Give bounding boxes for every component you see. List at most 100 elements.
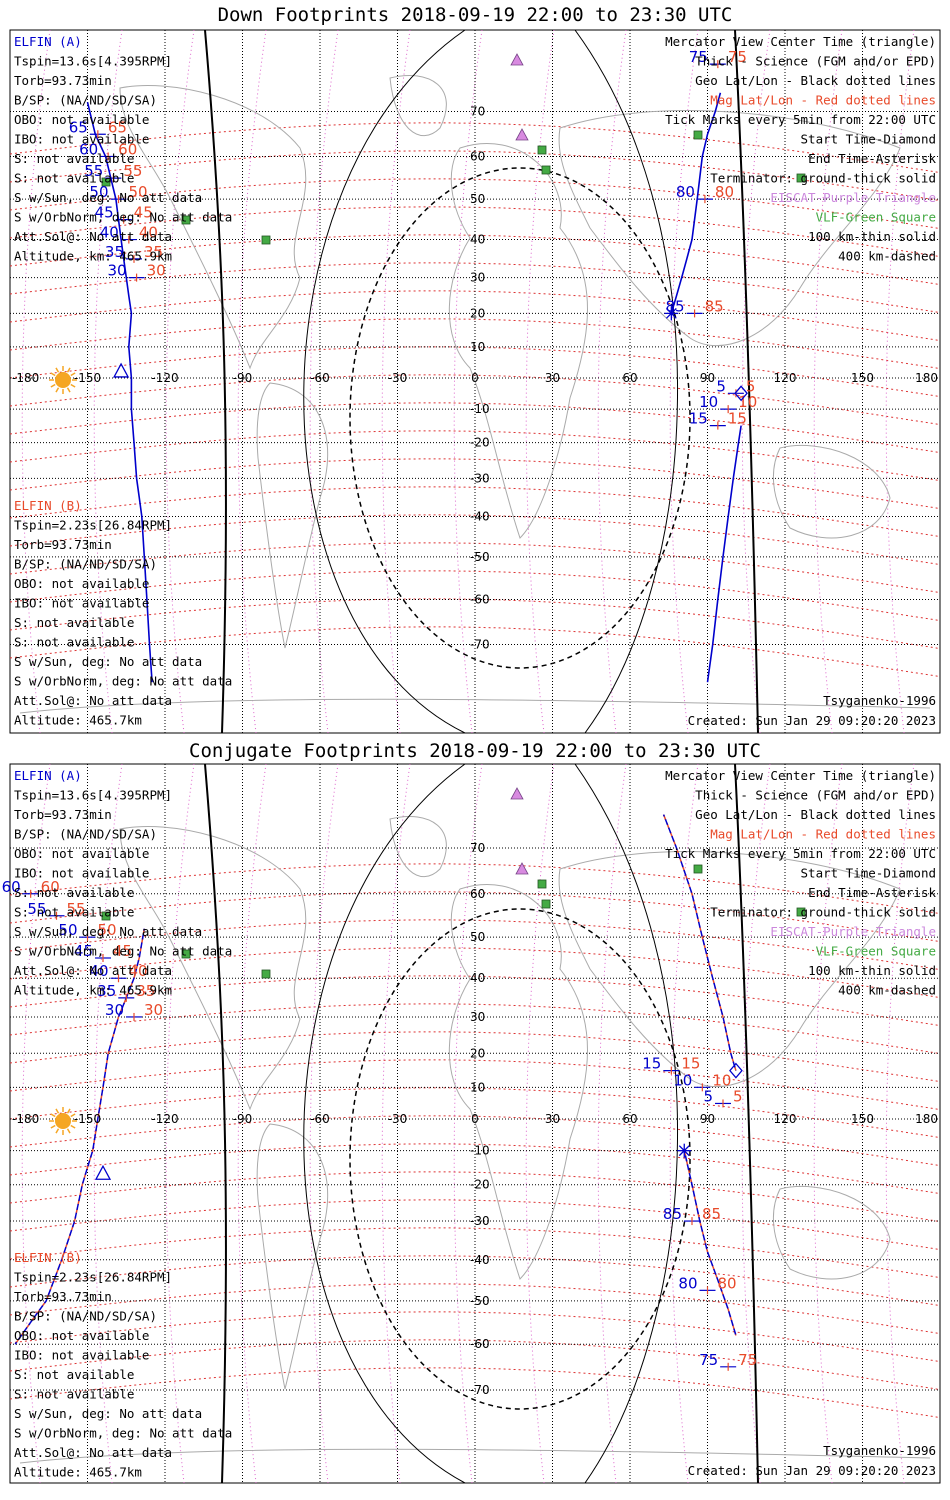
vlf-square-icon (261, 969, 271, 979)
legend-item: Mag Lat/Lon - Red dotted lines (710, 93, 936, 108)
continent-outline (558, 110, 901, 347)
mag-lat-line (10, 262, 940, 314)
vlf-square-icon (796, 173, 806, 183)
elfin-c-track (706, 425, 742, 683)
mag-lat-line (10, 178, 940, 230)
elfin-b-line: OBO: not available (14, 1328, 149, 1343)
track-label-red: 85 (705, 297, 724, 315)
elfin-b-line: Tspin=2.23s[26.84RPM] (14, 518, 172, 533)
track-label-red: 15 (681, 1055, 700, 1073)
model-label: Tsyganenko-1996 (823, 693, 936, 708)
lon-tick-label: 0 (471, 371, 479, 385)
lat-tick-label: -20 (470, 1178, 490, 1192)
lat-tick-label: 60 (470, 149, 485, 163)
lon-tick-label: 60 (622, 371, 637, 385)
mag-lat-line (10, 1059, 940, 1111)
lon-tick-label: 150 (851, 1112, 874, 1126)
lon-tick-label: -60 (310, 371, 330, 385)
track-label-blue: 55 (84, 162, 103, 180)
legend-item: Thick - Science (FGM and/or EPD) (695, 54, 936, 69)
track-label-blue: 15 (642, 1055, 661, 1073)
elfin-a-line: S: not available (14, 885, 134, 900)
elfin-b-line: IBO: not available (14, 596, 149, 611)
mag-lat-line (10, 1311, 940, 1363)
elfin-a-line: S: not available (14, 151, 134, 166)
elfin-b-line: S w/Sun, deg: No att data (14, 654, 202, 669)
track-label-red: 10 (738, 393, 757, 411)
lon-tick-label: 120 (774, 371, 797, 385)
created-label: Created: Sun Jan 29 09:20:20 2023 (688, 713, 936, 728)
legend-item: EISCAT-Purple Triangle (770, 190, 936, 205)
model-label: Tsyganenko-1996 (823, 1443, 936, 1458)
map-panel-conjugate: -180 -150 -120 -90 -60 -30 0 30 60 90 120 150 180 70 6… (2, 763, 941, 1484)
track-label-red: 40 (129, 962, 148, 980)
track-label-blue: 30 (105, 1001, 124, 1019)
elfin-b-line: S w/OrbNorm, deg: No att data (14, 674, 232, 689)
track-label-red: 45 (134, 204, 153, 222)
vlf-square-icon (101, 911, 111, 921)
elfin-b-line: Tspin=2.23s[26.84RPM] (14, 1270, 172, 1285)
elfin-b-line: Altitude: 465.7km (14, 713, 142, 728)
mag-lat-line (10, 975, 940, 1027)
track-label-blue: 50 (58, 921, 77, 939)
legend-item: Mercator View Center Time (triangle) (665, 768, 936, 783)
lat-tick-label: -50 (470, 1294, 490, 1308)
vlf-square-icon (796, 907, 806, 917)
vlf-square-icon (261, 235, 271, 245)
legend-item: Tick Marks every 5min from 22:00 UTC (665, 846, 936, 861)
lat-tick-label: 40 (470, 233, 485, 247)
continent-outline (448, 143, 588, 539)
elfin-a-track (14, 928, 146, 1345)
lat-tick-label: 70 (470, 104, 485, 118)
lon-tick-label: 0 (471, 1112, 479, 1126)
terminator-400km (349, 908, 691, 1410)
lon-tick-label: -90 (233, 1112, 253, 1126)
track-label-red: 85 (702, 1205, 721, 1223)
legend-item: End Time-Asterisk (808, 885, 936, 900)
elfin-b-line: S: not available (14, 615, 134, 630)
track-label-red: 30 (147, 262, 166, 280)
legend-item: EISCAT-Purple Triangle (770, 924, 936, 939)
lat-tick-label: 10 (470, 340, 485, 354)
lat-tick-label: -40 (470, 1253, 490, 1267)
vlf-square-icon (537, 145, 547, 155)
continent-outline (389, 74, 447, 137)
lon-tick-label: 120 (774, 1112, 797, 1126)
elfin-a-line: Altitude, km: 465.9km (14, 249, 172, 264)
lat-tick-label: 30 (470, 271, 485, 285)
end-asterisk-icon (664, 306, 679, 321)
track-label-blue: 10 (673, 1071, 692, 1089)
legend-item: Mercator View Center Time (triangle) (665, 34, 936, 49)
mag-lat-line (10, 1143, 940, 1195)
lon-tick-label: 30 (545, 1112, 560, 1126)
elfin-b-line: Att.Sol@: No att data (14, 693, 172, 708)
legend-item: Geo Lat/Lon - Black dotted lines (695, 807, 936, 822)
lon-tick-label: -120 (151, 1112, 178, 1126)
lon-tick-label: -30 (388, 371, 408, 385)
elfin-a-track (86, 102, 153, 683)
lat-tick-label: -40 (470, 509, 490, 523)
lat-tick-label: 50 (470, 930, 485, 944)
elfin-a-line: IBO: not available (14, 132, 149, 147)
vlf-square-icon (537, 879, 547, 889)
legend-item: 400 km-dashed (838, 249, 936, 264)
elfin-a-line: S w/Sun, deg: No att data (14, 924, 202, 939)
mag-lat-line (10, 430, 940, 482)
track-label-blue: 75 (689, 48, 708, 66)
legend-item: Start Time-Diamond (801, 132, 936, 147)
start-diamond-icon (729, 1062, 743, 1079)
legend-item: 100 km-thin solid (808, 229, 936, 244)
track-label-red: 5 (746, 377, 756, 395)
elfin-a-line: B/SP: (NA/ND/SD/SA) (14, 827, 157, 842)
continent-outline (772, 444, 891, 539)
track-label-blue: 15 (689, 410, 708, 428)
vlf-square-icon (693, 130, 703, 140)
elfin-a-line: S w/Sun, deg: No att data (14, 190, 202, 205)
map-panel-down: -180 -150 -120 -90 -60 -30 0 30 60 90 120 150 180 70 6… (9, 29, 941, 734)
continent-outline (558, 851, 901, 1088)
track-label-blue: 60 (2, 878, 21, 896)
elfin-a-line: Tspin=13.6s[4.395RPM] (14, 788, 172, 803)
start-diamond-icon (734, 385, 748, 402)
elfin-a-line: IBO: not available (14, 866, 149, 881)
track-label-blue: 45 (95, 204, 114, 222)
